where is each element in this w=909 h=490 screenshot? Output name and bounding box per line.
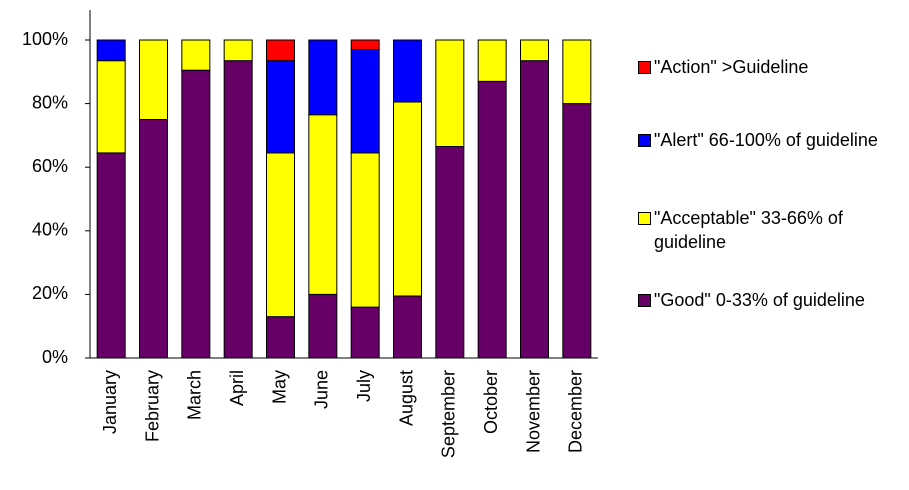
x-tick-label: December [566, 370, 586, 453]
y-tick-label: 20% [32, 283, 68, 303]
bar-segment [435, 39, 465, 148]
legend-label: "Good" 0-33% of guideline [654, 290, 865, 310]
bar-segment [266, 152, 295, 318]
bar-segment [181, 39, 211, 71]
bar-segment [520, 39, 549, 62]
legend-entry: "Alert" 66-100% of guideline [638, 128, 899, 152]
bar-segment [96, 152, 126, 359]
legend-entry: "Good" 0-33% of guideline [638, 288, 899, 312]
x-tick-label: September [439, 370, 459, 458]
bar-segment [520, 60, 549, 359]
bar-segment [223, 39, 253, 62]
bar-segment [393, 295, 422, 359]
x-tick-label: April [227, 370, 247, 406]
x-tick-label: June [312, 370, 332, 409]
bar-segment [266, 316, 295, 359]
legend-swatch [638, 134, 651, 147]
bar-segment [562, 103, 592, 359]
legend-label: "Action" >Guideline [654, 57, 809, 77]
bar-segment [266, 60, 295, 154]
bar-segment [393, 39, 422, 103]
x-tick-label: November [523, 370, 543, 453]
legend-entry: "Acceptable" 33-66% of guideline [638, 206, 899, 254]
x-tick-label: October [481, 370, 501, 434]
bar-segment [393, 101, 422, 297]
y-tick-label: 40% [32, 220, 68, 240]
legend-swatch [638, 212, 651, 225]
y-tick-label: 100% [22, 29, 68, 49]
bar-segment [181, 69, 211, 359]
bar-segment [139, 39, 168, 120]
bar-segment [308, 114, 338, 295]
bar-segment [350, 49, 380, 154]
y-tick-label: 60% [32, 156, 68, 176]
x-tick-label: May [269, 370, 289, 404]
x-tick-label: July [354, 370, 374, 402]
legend-swatch [638, 294, 651, 307]
y-tick-label: 0% [42, 347, 68, 367]
bar-segment [308, 39, 338, 116]
bar-segment [350, 306, 380, 359]
bar-segment [139, 119, 168, 359]
bar-segment [435, 146, 465, 359]
legend-label: "Alert" 66-100% of guideline [654, 130, 878, 150]
y-tick-label: 80% [32, 92, 68, 112]
bar-segment [477, 39, 507, 82]
bar-segment [96, 60, 126, 154]
legend-swatch [638, 61, 651, 74]
bar-segment [308, 293, 338, 359]
bar-segment [350, 152, 380, 308]
bar-segment [96, 39, 126, 62]
bar-segment [562, 39, 592, 105]
x-tick-label: August [396, 370, 416, 426]
x-tick-label: March [185, 370, 205, 420]
bar-segment [477, 80, 507, 359]
bar-segment [223, 60, 253, 359]
bar-segment [266, 39, 295, 62]
bar-segment [350, 39, 380, 51]
x-tick-label: February [142, 370, 162, 442]
x-tick-label: January [100, 370, 120, 434]
legend-label: "Acceptable" 33-66% of guideline [654, 208, 843, 252]
legend-entry: "Action" >Guideline [638, 55, 899, 79]
